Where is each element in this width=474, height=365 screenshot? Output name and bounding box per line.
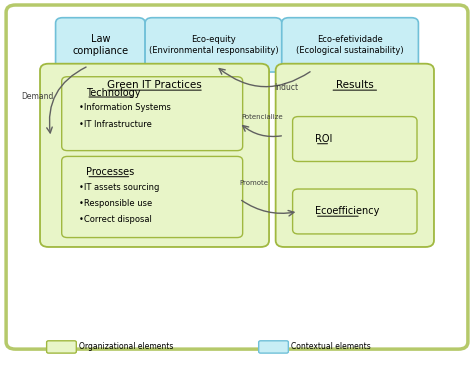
Text: •IT Infrastructure: •IT Infrastructure <box>79 120 152 129</box>
Text: •Information Systems: •Information Systems <box>79 103 171 112</box>
FancyBboxPatch shape <box>46 341 76 353</box>
FancyBboxPatch shape <box>292 189 417 234</box>
Text: Results: Results <box>336 80 374 91</box>
FancyBboxPatch shape <box>276 64 434 247</box>
FancyBboxPatch shape <box>6 5 468 349</box>
FancyBboxPatch shape <box>62 77 243 151</box>
Text: Processes: Processes <box>86 168 135 177</box>
FancyBboxPatch shape <box>292 116 417 161</box>
FancyBboxPatch shape <box>282 18 419 72</box>
Text: ROI: ROI <box>315 134 332 144</box>
Text: Potencialize: Potencialize <box>242 114 283 120</box>
Text: Contextual elements: Contextual elements <box>291 342 371 351</box>
FancyBboxPatch shape <box>259 341 288 353</box>
Text: •Correct disposal: •Correct disposal <box>79 215 152 224</box>
Text: Eco-efetividade
(Ecological sustainability): Eco-efetividade (Ecological sustainabili… <box>296 35 404 54</box>
Text: Technology: Technology <box>86 88 141 98</box>
Text: Ecoefficiency: Ecoefficiency <box>315 207 379 216</box>
Text: Eco-equity
(Environmental responsability): Eco-equity (Environmental responsability… <box>149 35 278 54</box>
Text: •IT assets sourcing: •IT assets sourcing <box>79 183 160 192</box>
FancyBboxPatch shape <box>55 18 145 72</box>
FancyBboxPatch shape <box>40 64 269 247</box>
FancyBboxPatch shape <box>145 18 282 72</box>
Text: Green IT Practices: Green IT Practices <box>107 80 202 91</box>
Text: Promote: Promote <box>239 180 268 187</box>
Text: Induct: Induct <box>275 83 299 92</box>
Text: Organizational elements: Organizational elements <box>79 342 173 351</box>
Text: Demand: Demand <box>21 92 54 101</box>
Text: •Responsible use: •Responsible use <box>79 199 152 208</box>
Text: Law
compliance: Law compliance <box>72 34 128 55</box>
FancyBboxPatch shape <box>62 157 243 238</box>
